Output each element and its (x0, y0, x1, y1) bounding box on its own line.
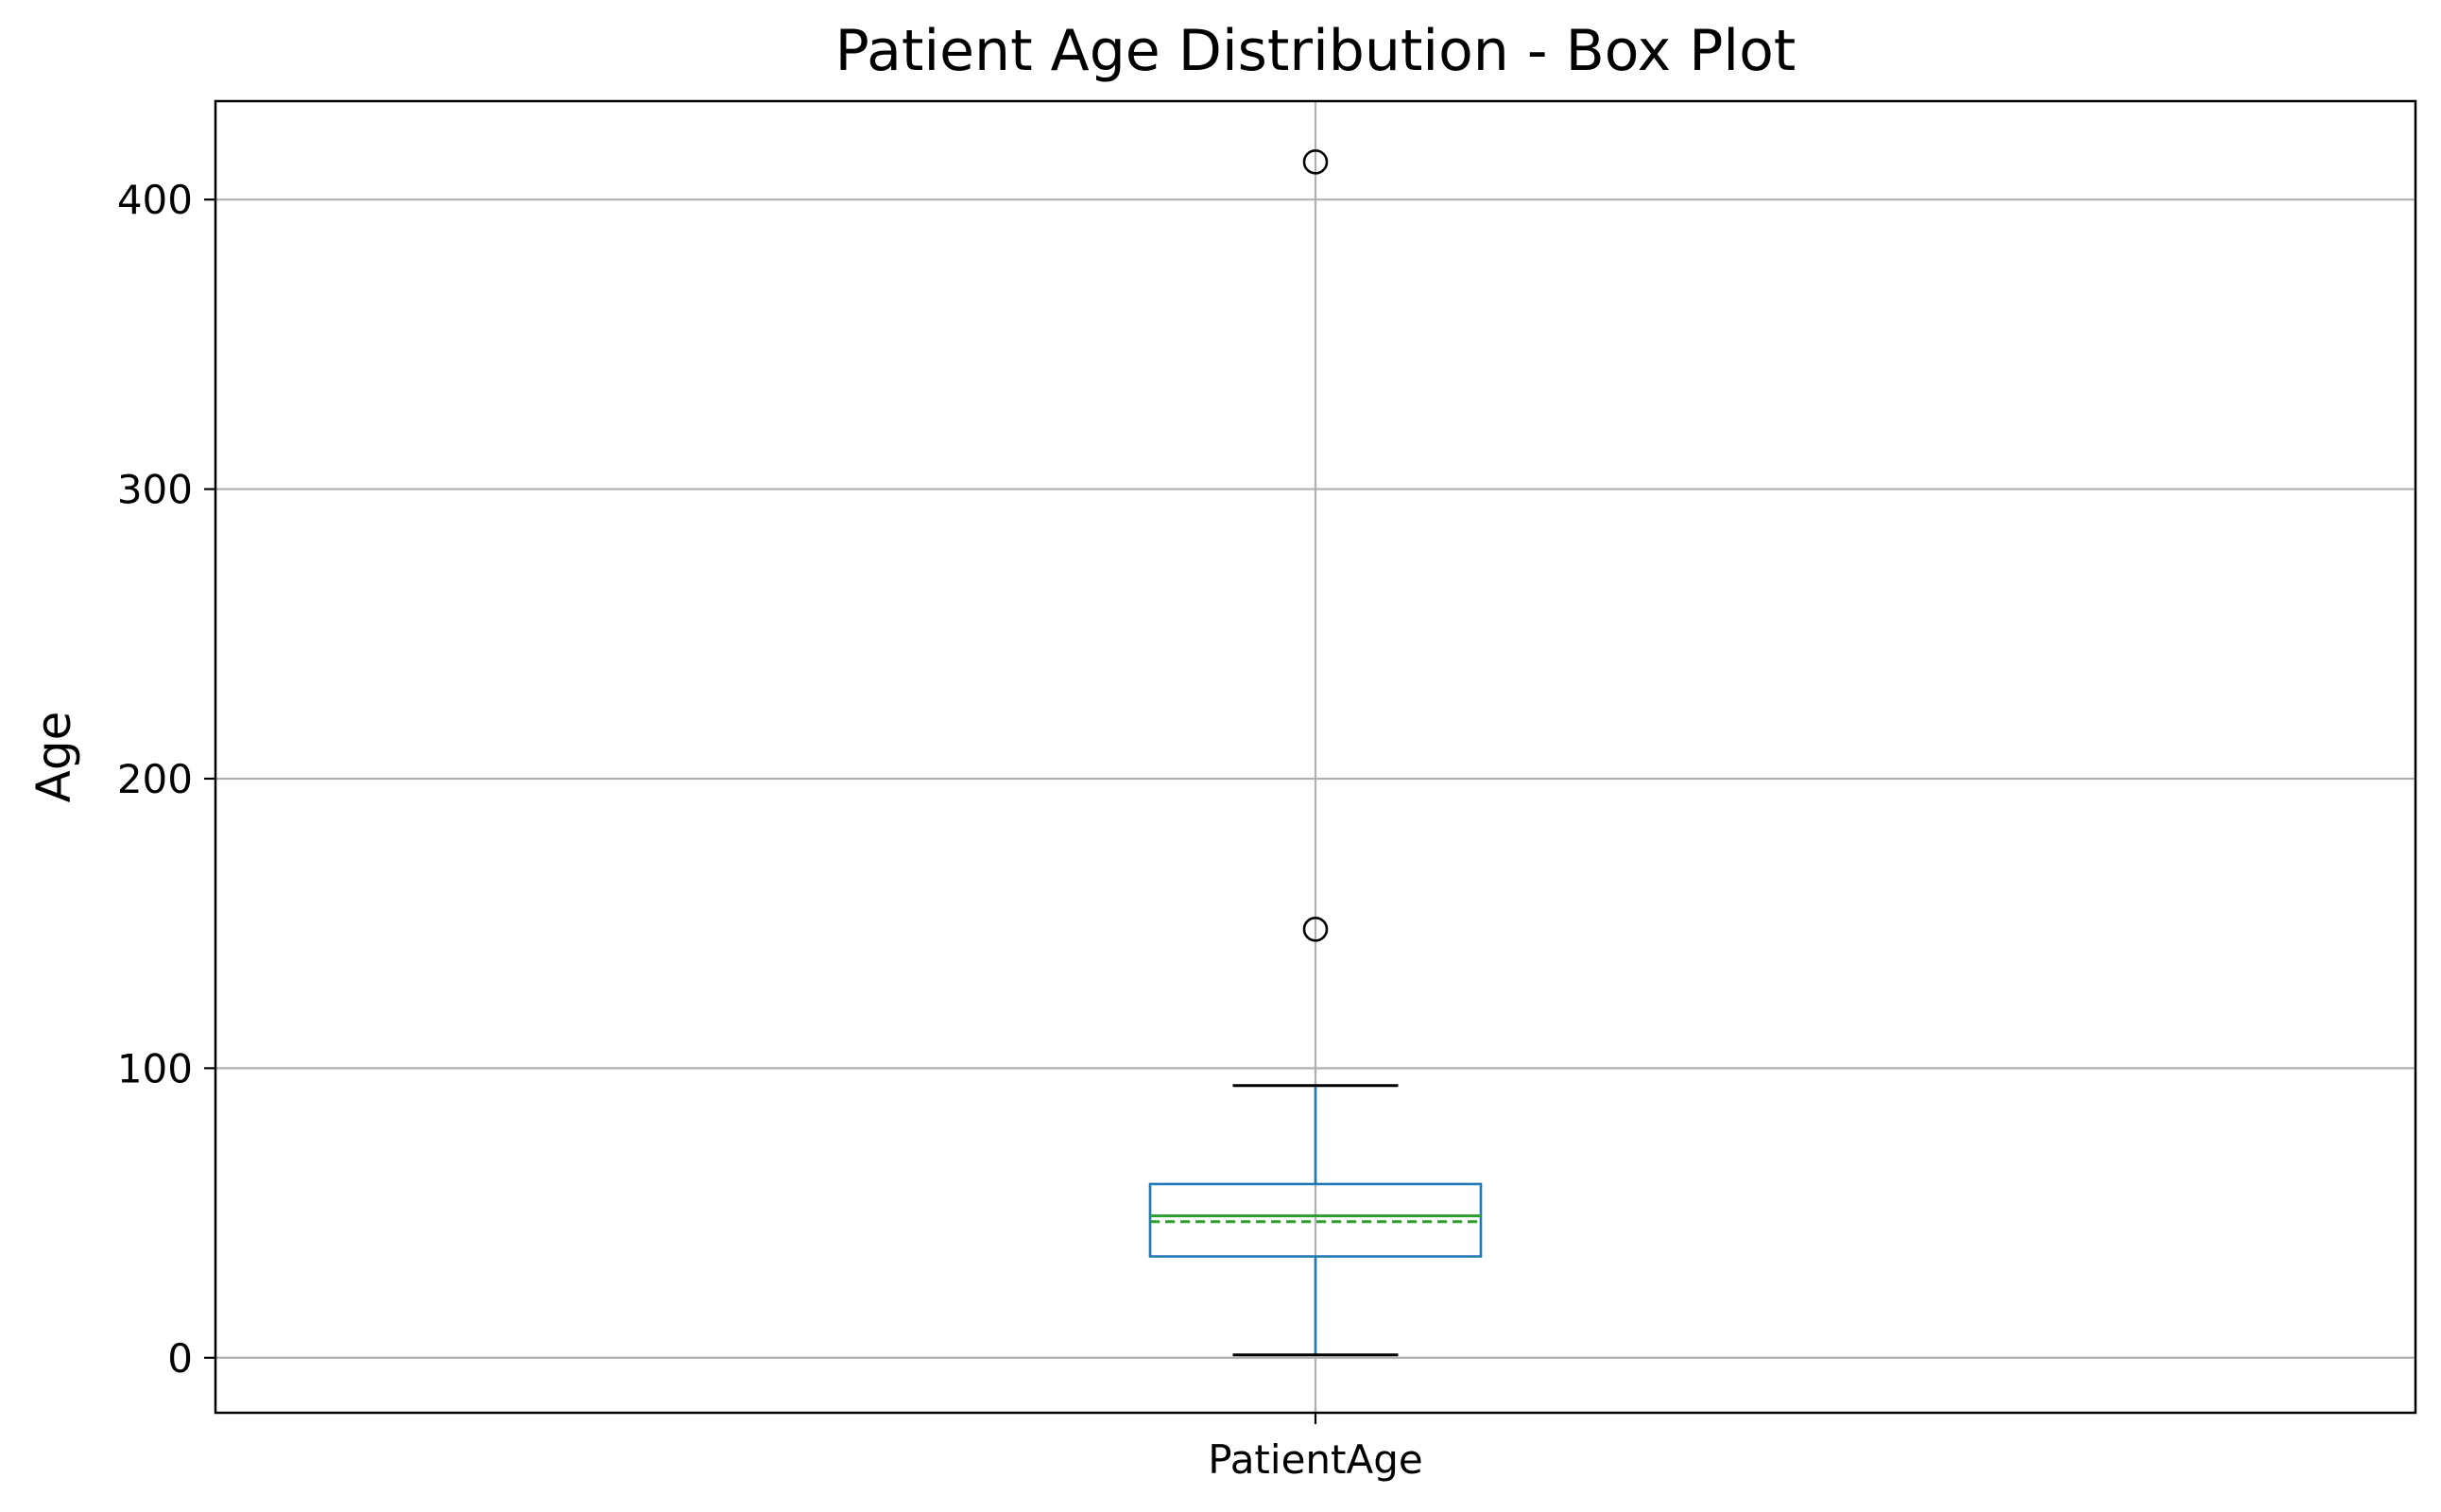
iqr-box (1148, 1182, 1483, 1258)
y-tick-label: 100 (117, 1045, 193, 1091)
box-layer (1148, 149, 1483, 1357)
y-axis: 0 100 200 300 400 (117, 177, 215, 1382)
x-tick-label: PatientAge (1208, 1436, 1422, 1483)
y-axis-label: Age (26, 712, 81, 803)
x-axis: PatientAge (1208, 1413, 1423, 1483)
y-tick-label: 200 (117, 756, 193, 802)
grid-layer (215, 101, 2415, 1413)
outlier-point (1302, 149, 1329, 175)
y-tick-label: 300 (117, 467, 193, 513)
outlier-point (1302, 917, 1329, 942)
y-tick-label: 0 (167, 1335, 193, 1382)
y-tick-label: 400 (117, 177, 193, 223)
chart-title: Patient Age Distribution - Box Plot (835, 18, 1796, 84)
